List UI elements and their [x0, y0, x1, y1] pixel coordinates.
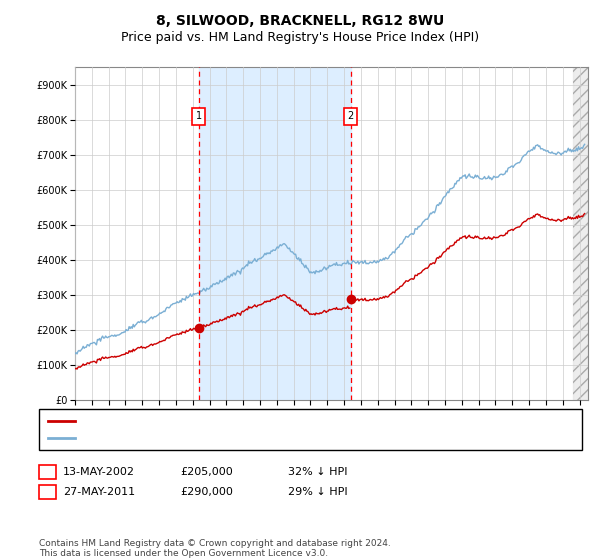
- Bar: [573, 67, 588, 400]
- Text: 2: 2: [347, 111, 353, 122]
- Text: 8, SILWOOD, BRACKNELL, RG12 8WU: 8, SILWOOD, BRACKNELL, RG12 8WU: [156, 14, 444, 28]
- Bar: [573, 67, 588, 400]
- Text: Contains HM Land Registry data © Crown copyright and database right 2024.
This d: Contains HM Land Registry data © Crown c…: [39, 539, 391, 558]
- Text: £290,000: £290,000: [180, 487, 233, 497]
- Bar: [199, 67, 350, 400]
- Text: 29% ↓ HPI: 29% ↓ HPI: [288, 487, 347, 497]
- Text: 13-MAY-2002: 13-MAY-2002: [63, 467, 135, 477]
- Text: 27-MAY-2011: 27-MAY-2011: [63, 487, 135, 497]
- Text: Price paid vs. HM Land Registry's House Price Index (HPI): Price paid vs. HM Land Registry's House …: [121, 31, 479, 44]
- Text: HPI: Average price, detached house, Bracknell Forest: HPI: Average price, detached house, Brac…: [78, 433, 374, 444]
- Text: 8, SILWOOD, BRACKNELL, RG12 8WU (detached house): 8, SILWOOD, BRACKNELL, RG12 8WU (detache…: [78, 416, 386, 426]
- Text: 1: 1: [196, 111, 202, 122]
- Text: 32% ↓ HPI: 32% ↓ HPI: [288, 467, 347, 477]
- Text: 2: 2: [44, 487, 51, 497]
- Text: £205,000: £205,000: [180, 467, 233, 477]
- Text: 1: 1: [44, 467, 51, 477]
